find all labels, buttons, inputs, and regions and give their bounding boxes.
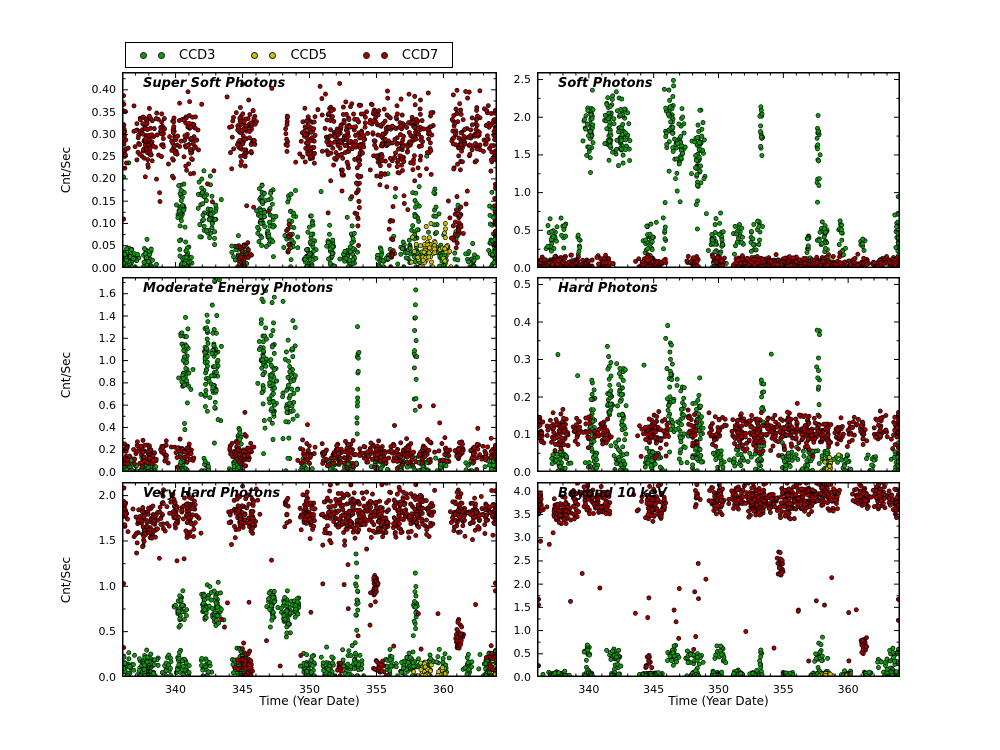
y-tick-label: 4.0	[513, 484, 532, 498]
y-tick-label: 0.10	[91, 216, 117, 230]
y-tick-label: 2.5	[513, 554, 532, 568]
subplot-very-hard-photons: Very Hard Photons Cnt/Sec Time (Year Dat…	[59, 482, 497, 708]
y-tick-label: 0.5	[513, 223, 532, 237]
plot-area-beyond-10kev	[537, 482, 900, 677]
y-tick-label: 1.0	[98, 354, 117, 368]
y-tick-label: 0.0	[513, 465, 532, 479]
y-tick-label: 3.0	[513, 531, 532, 545]
plot-area-moderate	[122, 277, 497, 472]
y-tick-label: 0.0	[98, 670, 117, 684]
y-tick-label: 0.30	[91, 127, 117, 141]
x-tick-label: 355	[772, 683, 794, 696]
x-tick-label: 340	[578, 683, 600, 696]
y-tick-label: 1.0	[513, 624, 532, 638]
plot-area-soft	[537, 72, 900, 268]
y-tick-label: 2.0	[513, 577, 532, 591]
y-tick-label: 0.2	[513, 390, 532, 404]
y-tick-label: 1.2	[98, 331, 117, 345]
y-tick-label: 0.6	[98, 398, 117, 412]
ccd5-marker-icon	[251, 51, 277, 59]
x-tick-label: 360	[432, 683, 454, 696]
y-tick-label: 0.5	[513, 647, 532, 661]
subplot-moderate-energy-photons: Moderate Energy Photons Cnt/Sec 0.0 0.2 0.…	[59, 277, 497, 478]
y-tick-label: 0.4	[513, 315, 532, 329]
ccd3-marker-icon	[140, 51, 165, 59]
x-tick-label: 350	[299, 683, 320, 696]
plot-area-very-hard	[122, 482, 497, 677]
y-tick-label: 0.5	[513, 278, 532, 291]
y-axis-label: Cnt/Sec	[59, 556, 73, 603]
y-tick-label: 0.15	[91, 194, 117, 208]
legend-label-ccd7: CCD7	[401, 47, 439, 63]
subplot-title: Soft Photons	[558, 76, 653, 91]
y-tick-label: 3.5	[513, 508, 532, 521]
x-axis-label: Time (Year Date)	[668, 694, 769, 708]
plot-area-super-soft	[122, 72, 497, 268]
y-tick-label: 1.0	[98, 579, 117, 593]
y-tick-label: 0.3	[513, 353, 532, 366]
y-tick-label: 1.5	[513, 148, 532, 162]
y-tick-label: 2.5	[513, 73, 532, 87]
y-tick-label: 0.0	[98, 465, 117, 479]
y-tick-label: 0.5	[98, 625, 117, 639]
subplot-hard-photons: Hard Photons 0.0 0.1 0.2 0.3 0.4 0.5	[514, 277, 900, 478]
y-tick-label: 0.00	[91, 261, 117, 275]
x-tick-label: 340	[165, 683, 187, 696]
y-tick-label: 0.8	[98, 376, 117, 390]
y-tick-label: 0.25	[91, 150, 117, 164]
subplot-title: Very Hard Photons	[143, 486, 281, 501]
y-tick-label: 0.05	[91, 239, 117, 253]
legend-entry-ccd7: CCD7	[362, 47, 439, 63]
y-tick-label: 1.6	[98, 287, 117, 301]
y-tick-label: 2.0	[98, 489, 117, 503]
y-tick-label: 1.5	[513, 600, 532, 614]
legend-entry-ccd3: CCD3	[140, 49, 215, 62]
x-tick-label: 355	[365, 683, 387, 696]
ccd7-marker-icon	[362, 51, 388, 59]
subplot-beyond-10kev: Beyond 10 keV Time (Year Date) 0.0 0.5 1.0…	[514, 482, 900, 708]
x-axis-label: Time (Year Date)	[259, 694, 360, 708]
x-tick-label: 345	[232, 683, 254, 696]
subplot-soft-photons: Soft Photons 0.0 0.5 1.0 1.5 2.0 2.5	[514, 72, 900, 274]
x-tick-label: 350	[708, 683, 729, 696]
legend-entry-ccd5: CCD5	[251, 47, 327, 63]
legend-label-ccd3: CCD3	[179, 47, 216, 63]
y-tick-label: 0.35	[91, 105, 117, 119]
subplot-super-soft-photons: Super Soft Photons Cnt/Sec 0.00 0.05 0.10 0…	[59, 72, 497, 274]
y-tick-label: 1.5	[98, 534, 117, 548]
y-tick-label: 0.1	[513, 428, 532, 441]
y-tick-label: 1.4	[98, 309, 117, 323]
plot-area-hard	[537, 277, 900, 472]
x-tick-label: 345	[643, 683, 665, 696]
y-tick-label: 0.0	[513, 261, 532, 275]
y-tick-label: 0.4	[98, 420, 117, 434]
y-axis-label: Cnt/Sec	[59, 351, 73, 398]
y-tick-label: 0.2	[98, 443, 117, 457]
subplot-title: Moderate Energy Photons	[143, 281, 334, 296]
y-tick-label: 0.40	[91, 83, 117, 97]
y-axis-label: Cnt/Sec	[59, 146, 73, 194]
y-tick-label: 2.0	[513, 110, 532, 124]
y-tick-label: 1.0	[513, 186, 532, 200]
legend-label-ccd5: CCD5	[290, 47, 327, 63]
y-tick-label: 0.0	[513, 670, 532, 684]
subplot-title: Super Soft Photons	[143, 76, 286, 91]
subplot-title: Hard Photons	[558, 281, 658, 296]
y-tick-label: 0.20	[91, 172, 117, 186]
x-tick-label: 360	[837, 683, 859, 696]
subplot-title: Beyond 10 keV	[558, 486, 667, 501]
legend: CCD3 CCD5 CCD7	[125, 42, 454, 68]
